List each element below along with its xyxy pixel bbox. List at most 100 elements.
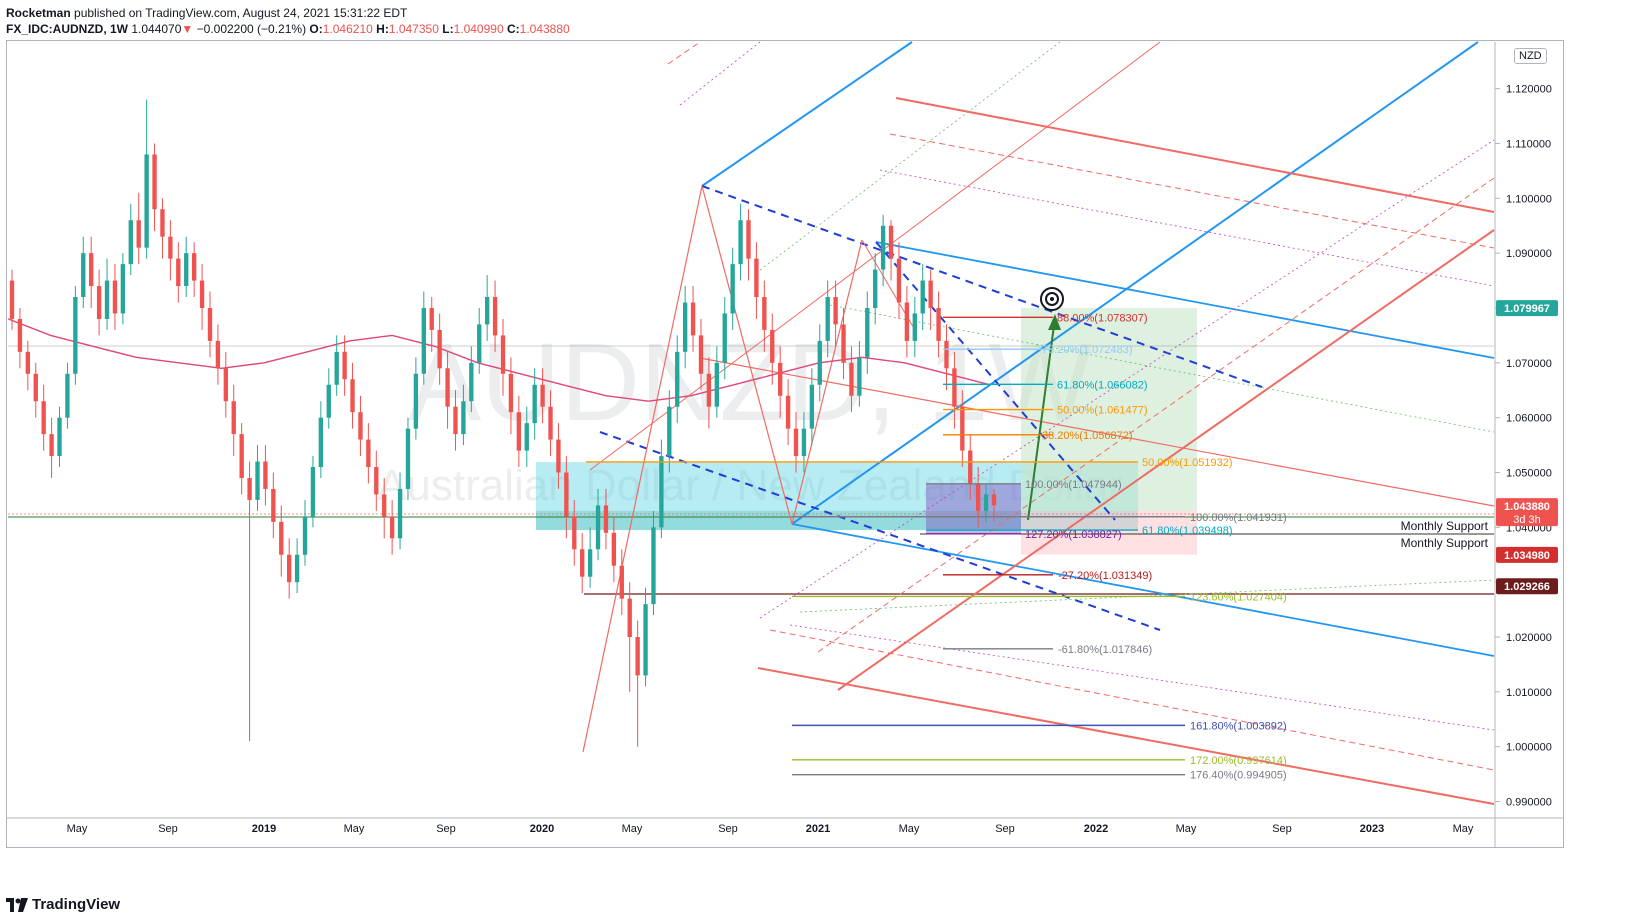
high-key: H: bbox=[376, 22, 389, 36]
candle-body bbox=[397, 488, 403, 539]
candle-body bbox=[191, 253, 197, 281]
candle-body bbox=[975, 483, 981, 511]
candle-body bbox=[144, 154, 149, 248]
candle-body bbox=[389, 516, 395, 539]
candle-body bbox=[706, 373, 712, 407]
candle-body bbox=[445, 368, 450, 407]
candle-body bbox=[564, 472, 569, 517]
candle-body bbox=[690, 302, 696, 336]
candle-body bbox=[762, 297, 767, 330]
candle-body bbox=[255, 461, 260, 500]
candle-body bbox=[611, 532, 617, 566]
brand-name: TradingView bbox=[32, 896, 121, 913]
price-axis-label bbox=[1496, 300, 1558, 317]
price-tick-label: 1.010000 bbox=[1506, 687, 1552, 699]
time-tick-label: May bbox=[622, 823, 643, 835]
down-arrow-icon: ▼ bbox=[181, 22, 194, 36]
fib-level-label: 176.40%(0.994905) bbox=[1190, 770, 1287, 782]
candle-body bbox=[57, 417, 62, 457]
trend-line-21 bbox=[889, 133, 1495, 249]
low-value: 1.040990 bbox=[453, 22, 504, 36]
fib-level-label: -27.20%(1.031349) bbox=[1058, 570, 1152, 582]
moving-average-line bbox=[7, 318, 991, 402]
candle-body bbox=[825, 297, 830, 341]
time-tick-label: May bbox=[344, 823, 365, 835]
trend-line-25 bbox=[789, 624, 1495, 731]
candle-body bbox=[960, 406, 965, 451]
candle-body bbox=[207, 307, 213, 341]
candle-body bbox=[168, 236, 173, 259]
currency-badge[interactable]: NZD bbox=[1514, 48, 1547, 64]
candle-body bbox=[112, 280, 118, 314]
candle-body bbox=[176, 258, 181, 287]
candle-body bbox=[492, 297, 498, 336]
symbol-label[interactable]: FX_IDC:AUDNZD, 1W bbox=[6, 22, 128, 36]
candle-body bbox=[873, 269, 878, 308]
trend-line-13 bbox=[701, 185, 793, 525]
candle-body bbox=[342, 351, 347, 380]
fib-level-label: 100.00%(1.047944) bbox=[1025, 479, 1122, 491]
candle-body bbox=[540, 384, 545, 407]
fib-level-label: 61.80%(1.039498) bbox=[1142, 525, 1233, 537]
trend-line-31 bbox=[667, 41, 701, 65]
time-tick-label: 2023 bbox=[1360, 823, 1384, 835]
candle-body bbox=[437, 329, 442, 369]
trend-line-10 bbox=[875, 241, 1116, 521]
time-tick-label: May bbox=[899, 823, 920, 835]
footer-brand[interactable]: TradingView bbox=[6, 896, 120, 913]
trend-line-18 bbox=[837, 229, 1495, 691]
arrow-head-icon bbox=[1048, 314, 1061, 330]
candle-body bbox=[722, 313, 727, 363]
monthly-support-label: Monthly Support bbox=[1401, 536, 1489, 550]
candle-body bbox=[841, 324, 846, 363]
candle-body bbox=[667, 406, 672, 457]
fib-level-label: 88.00%(1.078307) bbox=[1057, 312, 1148, 324]
price-axis-label-text: 1.034980 bbox=[1504, 550, 1550, 562]
time-tick-label: Sep bbox=[158, 823, 178, 835]
candle-body bbox=[651, 527, 656, 605]
time-tick-label: Sep bbox=[718, 823, 738, 835]
fib-level-label: 50.00%(1.051932) bbox=[1142, 457, 1233, 469]
candle-body bbox=[334, 351, 339, 385]
candle-body bbox=[239, 434, 244, 478]
trend-line-8 bbox=[791, 523, 1495, 657]
trend-line-26 bbox=[679, 41, 761, 106]
support-zone-inner bbox=[536, 510, 1138, 531]
candle-body bbox=[643, 604, 648, 676]
candle-body bbox=[215, 340, 221, 369]
candle-body bbox=[33, 373, 38, 402]
candle-body bbox=[809, 384, 815, 429]
time-tick-label: 2022 bbox=[1084, 823, 1108, 835]
fib-level-label: 161.80%(1.003892) bbox=[1190, 720, 1287, 732]
candle-body bbox=[991, 494, 997, 506]
candle-body bbox=[785, 395, 791, 429]
candle-body bbox=[366, 439, 371, 468]
candle-body bbox=[484, 297, 490, 325]
candle-body bbox=[936, 307, 941, 341]
close-value: 1.043880 bbox=[519, 22, 570, 36]
candle-body bbox=[952, 368, 957, 407]
candle-body bbox=[469, 362, 474, 402]
author-name[interactable]: Rocketman bbox=[6, 6, 71, 20]
candle-body bbox=[271, 488, 276, 522]
candle-body bbox=[96, 286, 102, 319]
fib-level-label: 100.00%(1.041931) bbox=[1190, 512, 1287, 524]
candle-body bbox=[25, 351, 31, 374]
ohlc-line: FX_IDC:AUDNZD, 1W 1.044070▼ −0.002200 (−… bbox=[6, 22, 570, 36]
candle-body bbox=[572, 516, 577, 550]
time-tick-label: May bbox=[67, 823, 88, 835]
stop-box bbox=[1021, 510, 1197, 555]
candle-body bbox=[81, 253, 86, 298]
candle-body bbox=[548, 406, 553, 440]
trend-line-12 bbox=[582, 185, 703, 753]
purple-box bbox=[926, 484, 1021, 534]
candle-body bbox=[888, 225, 894, 259]
target-arrow bbox=[1027, 317, 1056, 521]
candle-body bbox=[595, 505, 601, 550]
candle-body bbox=[817, 340, 822, 385]
candle-body bbox=[659, 456, 664, 528]
chart-frame[interactable] bbox=[6, 40, 1564, 848]
candle-body bbox=[580, 549, 585, 577]
price-tick-label: 1.090000 bbox=[1506, 248, 1552, 260]
